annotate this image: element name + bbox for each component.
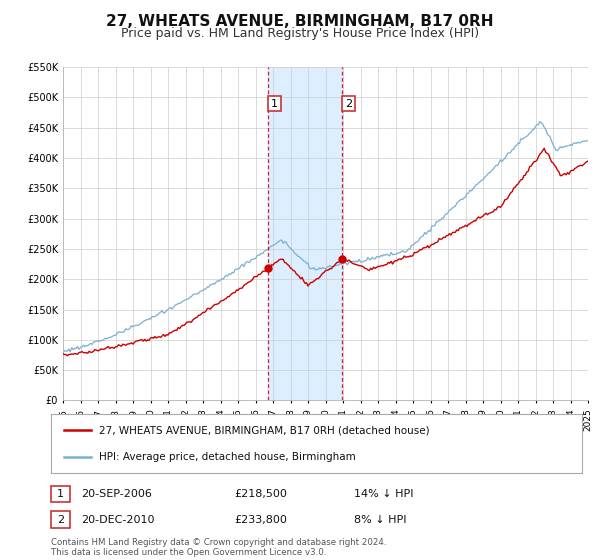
Text: 27, WHEATS AVENUE, BIRMINGHAM, B17 0RH: 27, WHEATS AVENUE, BIRMINGHAM, B17 0RH [106,14,494,29]
Text: 14% ↓ HPI: 14% ↓ HPI [354,489,413,499]
Text: 1: 1 [271,99,278,109]
Text: 20-DEC-2010: 20-DEC-2010 [81,515,155,525]
Text: £218,500: £218,500 [234,489,287,499]
Text: 2: 2 [57,515,64,525]
Text: 8% ↓ HPI: 8% ↓ HPI [354,515,407,525]
Text: Contains HM Land Registry data © Crown copyright and database right 2024.
This d: Contains HM Land Registry data © Crown c… [51,538,386,557]
Text: 27, WHEATS AVENUE, BIRMINGHAM, B17 0RH (detached house): 27, WHEATS AVENUE, BIRMINGHAM, B17 0RH (… [99,425,430,435]
Text: Price paid vs. HM Land Registry's House Price Index (HPI): Price paid vs. HM Land Registry's House … [121,27,479,40]
Text: 2: 2 [345,99,352,109]
Text: £233,800: £233,800 [234,515,287,525]
Bar [268,67,343,400]
Text: 1: 1 [57,489,64,499]
Text: 20-SEP-2006: 20-SEP-2006 [81,489,152,499]
Text: HPI: Average price, detached house, Birmingham: HPI: Average price, detached house, Birm… [99,452,356,463]
